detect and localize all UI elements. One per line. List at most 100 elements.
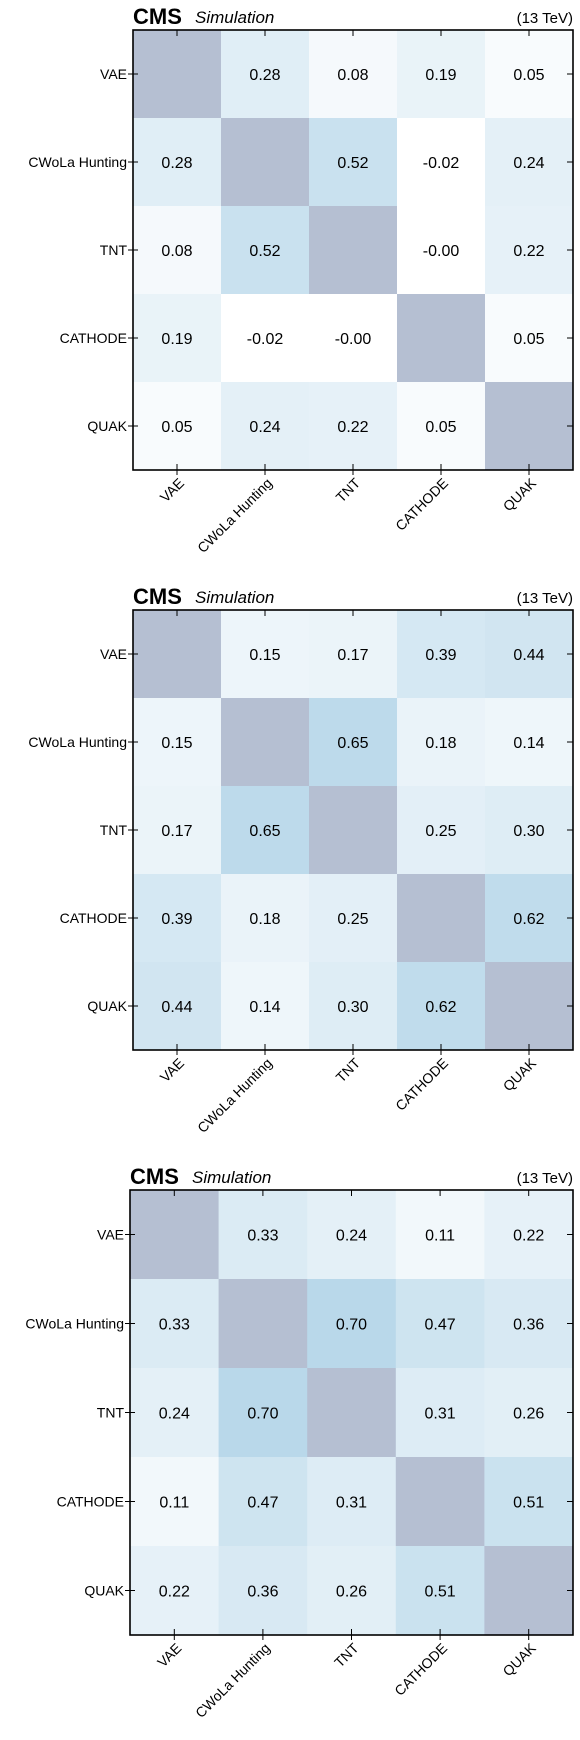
- heatmap-cell: [133, 294, 222, 383]
- heatmap-cell: [221, 294, 310, 383]
- y-tick-label: QUAK: [84, 1583, 124, 1599]
- cell-value-label: -0.02: [247, 331, 284, 348]
- heatmap-cell: [485, 962, 574, 1051]
- heatmap-cell: [397, 30, 486, 119]
- x-tick-label: CATHODE: [392, 475, 451, 534]
- cell-value-label: 0.26: [336, 1584, 367, 1601]
- heatmap-cell: [218, 1457, 308, 1547]
- cell-value-label: 0.51: [513, 1495, 544, 1512]
- cell-value-label: 0.70: [247, 1406, 278, 1423]
- heatmap-cell: [218, 1190, 308, 1280]
- heatmap-cell: [221, 610, 310, 699]
- x-tick-label: TNT: [333, 474, 364, 505]
- y-tick-label: TNT: [100, 822, 128, 838]
- heatmap-cell: [307, 1279, 397, 1369]
- heatmap-cell: [484, 1546, 574, 1636]
- heatmap-cell: [133, 786, 222, 875]
- heatmap-cell: [397, 698, 486, 787]
- heatmap-cell: [221, 962, 310, 1051]
- heatmap-cell: [307, 1368, 397, 1458]
- cell-value-label: 0.30: [513, 823, 544, 840]
- cell-value-label: 0.19: [425, 67, 456, 84]
- y-tick-label: QUAK: [87, 998, 127, 1014]
- heatmap-cell: [307, 1457, 397, 1547]
- cell-value-label: 0.28: [249, 67, 280, 84]
- cell-value-label: 0.47: [425, 1317, 456, 1334]
- cell-value-label: 0.18: [249, 911, 280, 928]
- status-label: Simulation: [195, 588, 274, 607]
- cell-value-label: 0.24: [513, 155, 544, 172]
- x-tick-label: CATHODE: [392, 1055, 451, 1114]
- x-tick-label: QUAK: [500, 1054, 540, 1094]
- heatmap-cell: [221, 118, 310, 207]
- energy-label: (13 TeV): [517, 10, 573, 27]
- cell-value-label: 0.52: [337, 155, 368, 172]
- heatmap-cell: [133, 962, 222, 1051]
- x-tick-label: CWoLa Hunting: [194, 1055, 275, 1136]
- cell-value-label: 0.47: [247, 1495, 278, 1512]
- status-label: Simulation: [192, 1168, 271, 1187]
- heatmap-cell: [395, 1457, 485, 1547]
- cell-value-label: 0.44: [513, 647, 544, 664]
- cell-value-label: 0.05: [513, 331, 544, 348]
- cell-value-label: 0.24: [159, 1406, 190, 1423]
- heatmap-cell: [133, 874, 222, 963]
- cell-value-label: 0.08: [337, 67, 368, 84]
- heatmap-cell: [485, 206, 574, 295]
- heatmap-cell: [485, 30, 574, 119]
- heatmap-cell: [484, 1457, 574, 1547]
- cell-value-label: 0.17: [161, 823, 192, 840]
- heatmap-cell: [485, 294, 574, 383]
- heatmap-cell: [309, 698, 398, 787]
- cell-value-label: 0.22: [337, 419, 368, 436]
- heatmap-cell: [221, 206, 310, 295]
- heatmap-cell: [133, 698, 222, 787]
- y-tick-label: QUAK: [87, 418, 127, 434]
- cell-value-label: 0.05: [425, 419, 456, 436]
- heatmap-cell: [218, 1546, 308, 1636]
- heatmap-cell: [484, 1190, 574, 1280]
- cell-value-label: 0.15: [249, 647, 280, 664]
- heatmap-cell: [307, 1546, 397, 1636]
- cell-value-label: 0.26: [513, 1406, 544, 1423]
- cell-value-label: -0.00: [335, 331, 372, 348]
- heatmap-cell: [485, 874, 574, 963]
- cell-value-label: 0.22: [159, 1584, 190, 1601]
- cell-value-label: 0.39: [161, 911, 192, 928]
- cell-value-label: 0.22: [513, 243, 544, 260]
- y-tick-label: CATHODE: [60, 910, 127, 926]
- heatmap-cell: [221, 382, 310, 471]
- heatmap-cell: [309, 786, 398, 875]
- cell-value-label: 0.17: [337, 647, 368, 664]
- heatmap-cell: [130, 1546, 220, 1636]
- energy-label: (13 TeV): [517, 590, 573, 607]
- heatmap-cell: [309, 874, 398, 963]
- heatmap-cell: [309, 610, 398, 699]
- cell-value-label: 0.51: [425, 1584, 456, 1601]
- cell-value-label: 0.24: [336, 1228, 367, 1245]
- x-tick-label: TNT: [333, 1054, 364, 1085]
- cell-value-label: 0.11: [159, 1495, 189, 1512]
- heatmap-cell: [485, 698, 574, 787]
- cell-value-label: 0.19: [161, 331, 192, 348]
- cell-value-label: 0.28: [161, 155, 192, 172]
- cell-value-label: 0.70: [336, 1317, 367, 1334]
- heatmap-cell: [397, 874, 486, 963]
- cell-value-label: 0.14: [513, 735, 544, 752]
- heatmap-panel-2: CMS Simulation (13 TeV) 0.15 0.17 0.39 0.44 0.1…: [28, 584, 574, 1136]
- heatmap-cell: [397, 118, 486, 207]
- y-tick-label: CWoLa Hunting: [28, 154, 127, 170]
- heatmap-cell: [397, 610, 486, 699]
- cell-value-label: -0.02: [423, 155, 460, 172]
- cell-value-label: 0.62: [513, 911, 544, 928]
- y-tick-label: VAE: [100, 66, 127, 82]
- heatmap-cell: [221, 698, 310, 787]
- cell-value-label: 0.33: [159, 1317, 190, 1334]
- y-tick-label: CATHODE: [57, 1494, 124, 1510]
- heatmap-cell: [133, 206, 222, 295]
- cell-value-label: 0.24: [249, 419, 280, 436]
- heatmap-cell: [133, 382, 222, 471]
- heatmap-cell: [309, 962, 398, 1051]
- heatmap-cell: [221, 786, 310, 875]
